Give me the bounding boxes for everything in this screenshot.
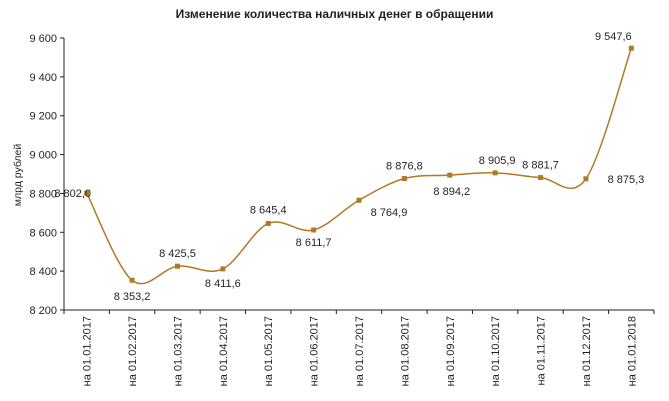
data-labels: 8 802,0 8 353,2 8 425,5 8 411,6 8 645,4 8 611…	[54, 31, 644, 303]
y-tick-label: 8 400	[29, 266, 57, 278]
y-tick-label: 8 800	[29, 188, 57, 200]
series-markers	[84, 45, 634, 283]
y-axis-ticks: 8 200 8 400 8 600 8 800 9 000 9 200 9 400 9 600	[29, 33, 64, 317]
x-tick-label: на 01.09.2017	[445, 316, 457, 386]
data-label: 9 547,6	[595, 31, 632, 43]
data-point-marker	[311, 227, 317, 233]
data-label: 8 353,2	[114, 291, 151, 303]
data-point-marker	[538, 175, 544, 181]
data-label: 8 875,3	[608, 174, 645, 186]
x-tick-label: на 01.10.2017	[490, 316, 502, 386]
x-tick-label: на 01.03.2017	[172, 316, 184, 386]
y-tick-label: 9 200	[29, 111, 57, 123]
data-label: 8 425,5	[159, 248, 196, 260]
data-point-marker	[265, 220, 271, 226]
x-tick-label: на 01.11.2017	[536, 316, 548, 386]
y-tick-label: 9 000	[29, 150, 57, 162]
data-point-marker	[129, 277, 135, 283]
chart-title: Изменение количества наличных денег в об…	[175, 7, 494, 21]
x-tick-label: на 01.08.2017	[399, 316, 411, 386]
data-point-marker	[401, 176, 407, 182]
data-label: 8 411,6	[205, 278, 241, 290]
data-label: 8 905,9	[479, 155, 516, 167]
y-tick-label: 9 600	[29, 33, 57, 45]
data-point-marker	[583, 176, 589, 182]
x-tick-label: на 01.06.2017	[309, 316, 321, 386]
x-tick-label: на 01.05.2017	[263, 316, 275, 386]
data-label: 8 881,7	[522, 160, 559, 172]
data-point-marker	[84, 190, 90, 196]
x-tick-label: на 01.02.2017	[127, 316, 139, 386]
x-tick-label: на 01.04.2017	[218, 316, 230, 386]
x-tick-label: на 01.07.2017	[354, 316, 366, 386]
data-point-marker	[492, 170, 498, 176]
data-label: 8 876,8	[386, 161, 423, 173]
x-tick-label: на 01.12.2017	[581, 316, 593, 386]
data-point-marker	[356, 197, 362, 203]
data-label: 8 645,4	[250, 204, 287, 216]
y-axis-title: млрд рублей	[12, 144, 24, 207]
y-tick-label: 8 600	[29, 227, 57, 239]
data-label: 8 894,2	[433, 186, 470, 198]
data-label: 8 802,0	[54, 188, 91, 200]
y-tick-label: 9 400	[29, 72, 57, 84]
data-label: 8 764,9	[371, 207, 408, 219]
data-point-marker	[628, 45, 634, 51]
axes	[63, 38, 654, 311]
y-tick-label: 8 200	[29, 305, 57, 317]
data-point-marker	[220, 266, 226, 272]
data-label: 8 611,7	[296, 237, 332, 249]
x-tick-label: на 01.01.2017	[82, 316, 94, 386]
x-axis-ticks: на 01.01.2017 на 01.02.2017 на 01.03.2017 н…	[63, 310, 655, 386]
data-point-marker	[174, 263, 180, 269]
x-tick-label: на 01.01.2018	[626, 316, 638, 386]
data-point-marker	[447, 172, 453, 178]
